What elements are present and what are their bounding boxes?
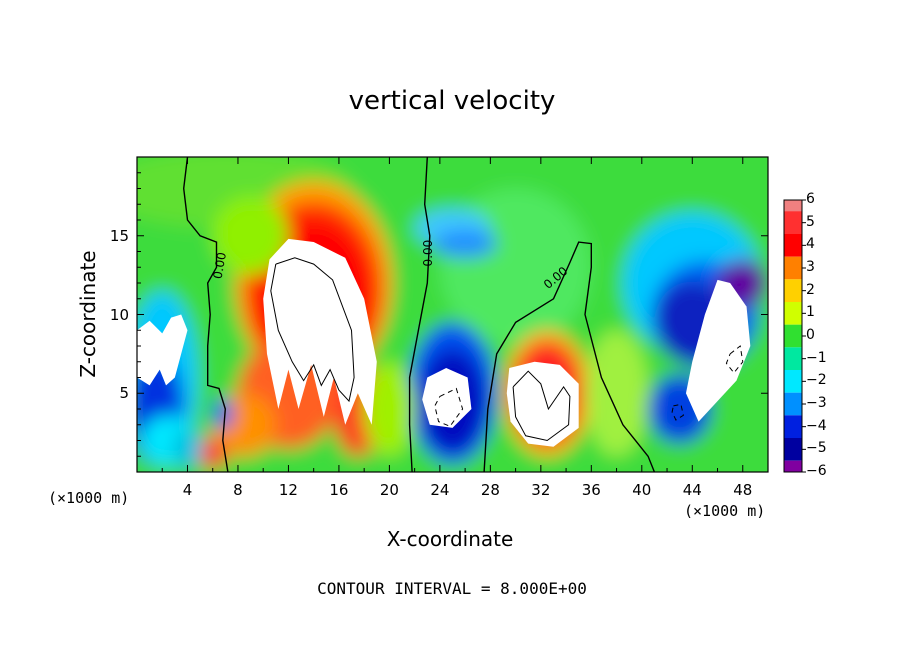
field-blob — [212, 397, 233, 430]
colorbar-label: 4 — [806, 236, 815, 253]
field-blob — [197, 437, 228, 469]
updraft-contour — [270, 257, 355, 403]
updraft-contour-2 — [512, 370, 571, 442]
colorbar-segment — [784, 438, 802, 461]
contour-label: 0.00 — [421, 240, 435, 267]
y-tick-label: 5 — [119, 384, 129, 403]
field-blob — [585, 330, 649, 457]
colorbar-segment — [784, 211, 802, 234]
x-unit-label-left: (×1000 m) — [48, 489, 130, 507]
colorbar-segment — [784, 460, 802, 472]
x-tick-label: 4 — [182, 481, 193, 499]
colorbar-segment — [784, 279, 802, 302]
colorbar-label: 6 — [806, 191, 815, 207]
colorbar-segment — [784, 256, 802, 280]
colorbar-label: 5 — [806, 213, 815, 230]
x-tick-label: 36 — [581, 481, 601, 499]
y-tick-label: 15 — [109, 226, 129, 245]
saturated-region-5 — [137, 314, 188, 386]
saturated-region-1 — [263, 238, 377, 425]
colorbar-label: −6 — [806, 463, 827, 479]
field-blob — [364, 361, 415, 457]
saturated-region-4 — [685, 279, 751, 422]
field-blob — [172, 429, 203, 468]
colorbar-label: −1 — [806, 349, 827, 366]
y-tick-label: 10 — [109, 305, 129, 324]
downdraft-contour-2 — [725, 345, 744, 374]
x-tick-label: 48 — [733, 481, 753, 499]
x-tick-label: 24 — [430, 481, 450, 499]
colorbar-segment — [784, 234, 802, 257]
x-unit-label-right: (×1000 m) — [684, 502, 766, 520]
x-tick-label: 20 — [379, 481, 399, 499]
colorbar-label: −3 — [806, 395, 827, 411]
colorbar-label: −2 — [806, 372, 827, 389]
colorbar-label: −4 — [806, 417, 827, 434]
plot-frame — [136, 156, 769, 473]
colorbar-label: −5 — [806, 440, 827, 457]
x-tick-label: 8 — [233, 481, 243, 499]
field-blob — [433, 229, 497, 258]
colorbar-label: 0 — [806, 327, 815, 343]
colorbar-label: 1 — [806, 304, 815, 321]
colorbar-label: 2 — [806, 281, 815, 298]
zero-contour-3 — [483, 241, 656, 472]
x-tick-label: 28 — [480, 481, 500, 499]
contour-label: 0.00 — [211, 251, 229, 280]
chart-title: vertical velocity — [348, 86, 556, 116]
colorbar-segment — [784, 392, 802, 416]
field-blob — [212, 196, 289, 276]
colorbar-segment — [784, 324, 802, 348]
downdraft-contour-1 — [434, 387, 464, 427]
x-tick-label: 12 — [278, 481, 298, 499]
colorbar-segment — [784, 302, 802, 325]
velocity-field — [137, 157, 768, 472]
colorbar-label: 3 — [806, 259, 815, 275]
downdraft-contour-3 — [671, 403, 684, 421]
contour-interval-text: CONTOUR INTERVAL = 8.000E+00 — [317, 579, 587, 598]
colorbar-segment — [784, 415, 802, 438]
x-tick-label: 32 — [531, 481, 551, 499]
saturated-region-2 — [506, 361, 579, 447]
field-blobs — [137, 157, 768, 472]
colorbar-segment — [784, 347, 802, 370]
x-tick-label: 16 — [329, 481, 349, 499]
x-tick-label: 44 — [682, 481, 702, 499]
zero-contour-2 — [408, 157, 431, 472]
x-tick-label: 40 — [632, 481, 652, 499]
x-axis-label: X-coordinate — [386, 527, 514, 551]
zero-contour-1 — [182, 157, 229, 472]
colorbar — [783, 199, 806, 473]
colorbar-segment — [784, 370, 802, 393]
saturated-region-3 — [422, 368, 472, 428]
